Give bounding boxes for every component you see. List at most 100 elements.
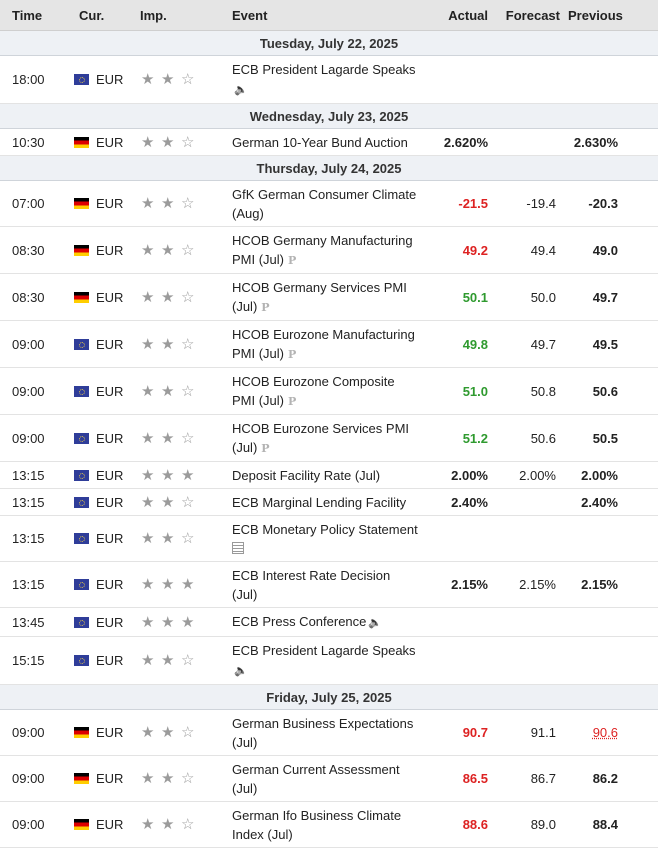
star-empty-icon: ☆	[181, 382, 195, 400]
event-name-link[interactable]: HCOB Germany Manufacturing PMI (Jul)	[232, 233, 413, 267]
event-name-link[interactable]: German Ifo Business Climate Index (Jul)	[232, 808, 402, 842]
column-header-time[interactable]: Time	[0, 0, 73, 31]
star-filled-icon: ★	[161, 382, 175, 400]
event-name-link[interactable]: German Business Expectations (Jul)	[232, 716, 414, 750]
star-filled-icon: ★	[141, 241, 155, 259]
event-currency: EUR	[73, 226, 140, 274]
star-empty-icon: ☆	[181, 530, 195, 547]
event-row[interactable]: 15:15 EUR ★ ★ ☆ ECB President Lagarde Speaks 🔈	[0, 636, 658, 685]
event-name-link[interactable]: ECB Monetary Policy Statement	[232, 522, 418, 537]
event-importance: ★ ★ ☆	[140, 515, 230, 562]
eu-flag-icon	[74, 616, 89, 628]
star-filled-icon: ★	[141, 335, 155, 353]
event-name-link[interactable]: HCOB Germany Services PMI (Jul)	[232, 280, 407, 314]
event-name-link[interactable]: HCOB Eurozone Manufacturing PMI (Jul)	[232, 327, 415, 361]
event-time: 13:15	[0, 515, 73, 562]
star-filled-icon: ★	[141, 613, 155, 631]
day-header-label: Thursday, July 24, 2025	[0, 155, 658, 181]
event-name-link[interactable]: GfK German Consumer Climate (Aug)	[232, 187, 417, 221]
event-name-cell: ECB Press Conference 🔈	[230, 607, 418, 637]
star-filled-icon: ★	[141, 576, 155, 593]
day-header-row: Tuesday, July 22, 2025	[0, 30, 658, 56]
event-forecast: 50.0	[500, 273, 568, 321]
column-header-event[interactable]: Event	[230, 0, 418, 31]
event-row[interactable]: 09:00 EUR ★ ★ ☆ HCOB Eurozone Composite PMI (…	[0, 367, 658, 415]
event-forecast	[500, 55, 568, 104]
eu-flag-icon	[74, 432, 89, 444]
column-header-forecast[interactable]: Forecast	[500, 0, 568, 31]
star-filled-icon: ★	[161, 816, 175, 833]
star-filled-icon: ★	[181, 466, 195, 484]
currency-code: EUR	[96, 614, 124, 630]
star-filled-icon: ★	[161, 652, 175, 669]
event-row[interactable]: 09:00 EUR ★ ★ ☆ German Ifo Business Climate I…	[0, 801, 658, 848]
event-row[interactable]: 13:15 EUR ★ ★ ★ ECB Interest Rate Decision (J…	[0, 561, 658, 608]
event-actual: 2.15%	[418, 561, 500, 608]
table-body: Tuesday, July 22, 2025 18:00 EUR ★ ★ ☆ ECB Pre…	[0, 30, 658, 848]
event-row[interactable]: 10:30 EUR ★ ★ ☆ German 10-Year Bund Auction 2.…	[0, 128, 658, 156]
event-row[interactable]: 13:15 EUR ★ ★ ★ Deposit Facility Rate (Jul) 2.…	[0, 461, 658, 489]
event-forecast	[500, 488, 568, 516]
eu-flag-icon	[74, 338, 89, 350]
event-time: 13:45	[0, 607, 73, 637]
event-row[interactable]: 09:00 EUR ★ ★ ☆ HCOB Eurozone Services PMI (J…	[0, 414, 658, 462]
event-name-link[interactable]: Deposit Facility Rate (Jul)	[232, 468, 381, 483]
preliminary-icon: P	[288, 395, 297, 408]
event-currency: EUR	[73, 461, 140, 489]
event-row[interactable]: 09:00 EUR ★ ★ ☆ HCOB Eurozone Manufacturing P…	[0, 320, 658, 368]
event-forecast: 2.15%	[500, 561, 568, 608]
event-name-link[interactable]: ECB Marginal Lending Facility	[232, 495, 407, 510]
event-time: 18:00	[0, 55, 73, 104]
event-row[interactable]: 08:30 EUR ★ ★ ☆ HCOB Germany Services PMI (Ju…	[0, 273, 658, 321]
event-time: 13:15	[0, 461, 73, 489]
event-row[interactable]: 07:00 EUR ★ ★ ☆ GfK German Consumer Climate (…	[0, 180, 658, 227]
event-name-link[interactable]: ECB President Lagarde Speaks	[232, 62, 416, 77]
event-name-link[interactable]: German 10-Year Bund Auction	[232, 135, 408, 150]
event-actual	[418, 515, 500, 562]
currency-code: EUR	[96, 196, 124, 211]
star-filled-icon: ★	[161, 195, 175, 212]
star-empty-icon: ☆	[181, 335, 195, 353]
event-forecast: 2.00%	[500, 461, 568, 489]
column-header-actual[interactable]: Actual	[418, 0, 500, 31]
event-name-cell: Deposit Facility Rate (Jul)	[230, 461, 418, 489]
event-name-link[interactable]: ECB Press Conference	[232, 614, 367, 629]
event-row[interactable]: 18:00 EUR ★ ★ ☆ ECB President Lagarde Speaks 🔈	[0, 55, 658, 104]
star-empty-icon: ☆	[181, 652, 195, 669]
event-name-link[interactable]: HCOB Eurozone Services PMI (Jul)	[232, 421, 410, 455]
star-filled-icon: ★	[141, 288, 155, 306]
column-header-previous[interactable]: Previous	[568, 0, 658, 31]
event-name-link[interactable]: ECB President Lagarde Speaks	[232, 643, 416, 658]
event-row[interactable]: 13:45 EUR ★ ★ ★ ECB Press Conference 🔈	[0, 607, 658, 637]
event-name-link[interactable]: German Current Assessment (Jul)	[232, 762, 400, 796]
event-actual	[418, 607, 500, 637]
event-name-link[interactable]: ECB Interest Rate Decision (Jul)	[232, 568, 391, 602]
currency-code: EUR	[96, 134, 124, 150]
event-currency: EUR	[73, 515, 140, 562]
event-name-cell: HCOB Germany Manufacturing PMI (Jul) P	[230, 226, 418, 274]
event-row[interactable]: 13:15 EUR ★ ★ ☆ ECB Monetary Policy Statement	[0, 515, 658, 562]
column-header-currency[interactable]: Cur.	[73, 0, 140, 31]
event-name-link[interactable]: HCOB Eurozone Composite PMI (Jul)	[232, 374, 395, 408]
event-importance: ★ ★ ☆	[140, 636, 230, 685]
event-currency: EUR	[73, 180, 140, 227]
event-row[interactable]: 08:30 EUR ★ ★ ☆ HCOB Germany Manufacturing PM…	[0, 226, 658, 274]
event-currency: EUR	[73, 801, 140, 848]
event-currency: EUR	[73, 636, 140, 685]
star-empty-icon: ☆	[181, 770, 195, 787]
event-previous: 86.2	[568, 755, 658, 802]
star-filled-icon: ★	[141, 466, 155, 484]
revised-previous-value[interactable]: 90.6	[592, 725, 618, 740]
event-time: 09:00	[0, 414, 73, 462]
event-name-cell: German Current Assessment (Jul)	[230, 755, 418, 802]
eu-flag-icon	[74, 579, 89, 590]
column-header-importance[interactable]: Imp.	[140, 0, 230, 31]
speaker-icon: 🔈	[234, 84, 248, 96]
eu-flag-icon	[74, 74, 89, 85]
event-row[interactable]: 09:00 EUR ★ ★ ☆ German Current Assessment (Ju…	[0, 755, 658, 802]
currency-code: EUR	[96, 817, 124, 832]
event-row[interactable]: 09:00 EUR ★ ★ ☆ German Business Expectations …	[0, 709, 658, 756]
event-row[interactable]: 13:15 EUR ★ ★ ☆ ECB Marginal Lending Facility…	[0, 488, 658, 516]
event-currency: EUR	[73, 709, 140, 756]
event-currency: EUR	[73, 755, 140, 802]
